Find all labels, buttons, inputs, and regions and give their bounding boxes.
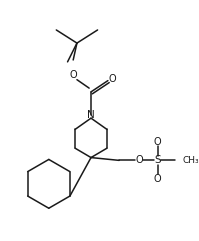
Text: O: O: [154, 174, 161, 184]
Text: O: O: [69, 70, 77, 80]
Text: N: N: [87, 110, 95, 120]
Text: CH₃: CH₃: [182, 156, 199, 165]
Text: S: S: [154, 155, 161, 165]
Text: O: O: [154, 137, 161, 147]
Text: O: O: [135, 155, 143, 165]
Text: O: O: [109, 74, 116, 84]
